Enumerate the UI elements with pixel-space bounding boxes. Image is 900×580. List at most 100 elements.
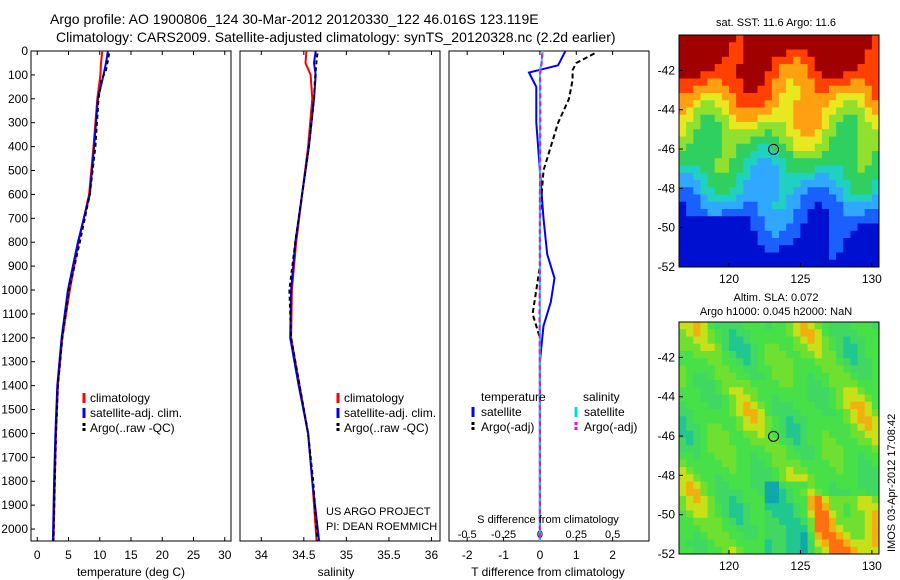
sst-cell bbox=[757, 100, 766, 109]
sla-cell bbox=[743, 358, 752, 367]
sla-cell bbox=[700, 546, 709, 554]
sla-cell bbox=[807, 445, 816, 454]
sst-cell bbox=[757, 151, 766, 159]
sla-cell bbox=[850, 481, 859, 490]
sst-cell bbox=[800, 85, 809, 94]
difference-top-tick-label: -0.25 bbox=[491, 529, 516, 541]
sst-cell bbox=[707, 56, 716, 65]
sla-cell bbox=[864, 365, 873, 374]
sst-cell bbox=[850, 100, 859, 109]
sla-cell bbox=[750, 387, 759, 396]
sst-cell bbox=[693, 238, 702, 246]
temperature-y-ticks: 0100200300400500600700800900100011001200… bbox=[1, 44, 35, 536]
temperature-x-axis-label: temperature (deg C) bbox=[77, 565, 185, 579]
sst-cell bbox=[850, 216, 859, 225]
sla-cell bbox=[764, 474, 773, 483]
sst-cell bbox=[807, 165, 816, 174]
sst-cell bbox=[743, 158, 752, 167]
sst-cell bbox=[836, 187, 844, 196]
sst-cell bbox=[779, 158, 787, 167]
sla-cell bbox=[764, 322, 773, 330]
sla-cell bbox=[764, 365, 773, 374]
sst-cell bbox=[729, 42, 737, 51]
difference-x-tick-label: -2 bbox=[462, 548, 473, 562]
sla-cell bbox=[857, 510, 866, 519]
sla-cell bbox=[721, 474, 730, 483]
sla-cell bbox=[721, 329, 730, 338]
sst-cell bbox=[793, 238, 802, 246]
sst-cell bbox=[800, 245, 809, 254]
sst-cell bbox=[729, 172, 737, 181]
sla-cell bbox=[864, 372, 873, 381]
sst-cell bbox=[829, 143, 837, 152]
sla-cell bbox=[714, 336, 723, 345]
sst-cell bbox=[850, 187, 859, 196]
sst-cell bbox=[850, 194, 859, 203]
sla-cell bbox=[843, 365, 852, 374]
sst-cell bbox=[707, 238, 716, 246]
salinity-x-tick-label: 34 bbox=[255, 548, 269, 562]
sst-cell bbox=[793, 201, 802, 210]
sst-cell bbox=[821, 158, 830, 167]
sst-cell bbox=[800, 238, 809, 246]
sla-cell bbox=[786, 329, 794, 338]
sst-cell bbox=[714, 85, 723, 94]
sla-cell bbox=[871, 510, 879, 519]
sla-cell bbox=[757, 416, 766, 425]
sst-cell bbox=[857, 71, 866, 80]
sst-cell bbox=[821, 78, 830, 87]
sla-cell bbox=[871, 474, 879, 483]
sla-cell bbox=[771, 481, 780, 490]
sst-cell bbox=[743, 230, 752, 239]
sst-cell bbox=[736, 42, 744, 51]
sst-cell bbox=[843, 216, 852, 225]
sst-cell bbox=[814, 143, 823, 152]
sst-cell bbox=[857, 85, 866, 94]
sst-cell bbox=[829, 180, 837, 188]
sst-cell bbox=[857, 64, 866, 72]
sst-cell bbox=[707, 78, 716, 87]
sla-cell bbox=[793, 394, 802, 403]
sst-cell bbox=[829, 151, 837, 159]
sst-cell bbox=[750, 201, 759, 210]
sla-cell bbox=[786, 438, 794, 446]
sla-cell bbox=[829, 517, 837, 526]
sla-cell bbox=[679, 452, 687, 461]
sst-cell bbox=[700, 78, 709, 87]
sst-cell bbox=[779, 100, 787, 109]
sst-cell bbox=[793, 107, 802, 116]
sla-cell bbox=[700, 409, 709, 417]
sla-cell bbox=[736, 401, 744, 410]
sst-cell bbox=[807, 64, 816, 72]
sst-cell bbox=[793, 158, 802, 167]
sst-cell bbox=[679, 165, 687, 174]
sst-cell bbox=[821, 194, 830, 203]
sst-cell bbox=[843, 158, 852, 167]
sla-cell bbox=[857, 416, 866, 425]
sla-cell bbox=[871, 496, 879, 504]
sla-cell bbox=[814, 467, 823, 475]
sla-cell bbox=[821, 365, 830, 374]
sst-cell bbox=[836, 114, 844, 123]
sst-cell bbox=[829, 158, 837, 167]
sla-cell bbox=[679, 416, 687, 425]
sla-cell bbox=[871, 336, 879, 345]
sla-cell bbox=[757, 394, 766, 403]
sla-cell bbox=[793, 401, 802, 410]
sst-cell bbox=[757, 245, 766, 254]
sla-cell bbox=[693, 351, 702, 359]
sla-cell bbox=[779, 336, 787, 345]
sst-cell bbox=[700, 180, 709, 188]
sla-cell bbox=[821, 394, 830, 403]
sst-cell bbox=[836, 122, 844, 130]
sst-cell bbox=[829, 172, 837, 181]
sla-cell bbox=[871, 409, 879, 417]
sst-cell bbox=[750, 252, 759, 261]
sst-cell bbox=[750, 194, 759, 203]
sst-y-tick-label: -46 bbox=[658, 142, 676, 156]
sst-cell bbox=[864, 194, 873, 203]
sla-cell bbox=[757, 496, 766, 504]
sla-cell bbox=[871, 372, 879, 381]
sla-cell bbox=[850, 372, 859, 381]
sla-cell bbox=[700, 336, 709, 345]
